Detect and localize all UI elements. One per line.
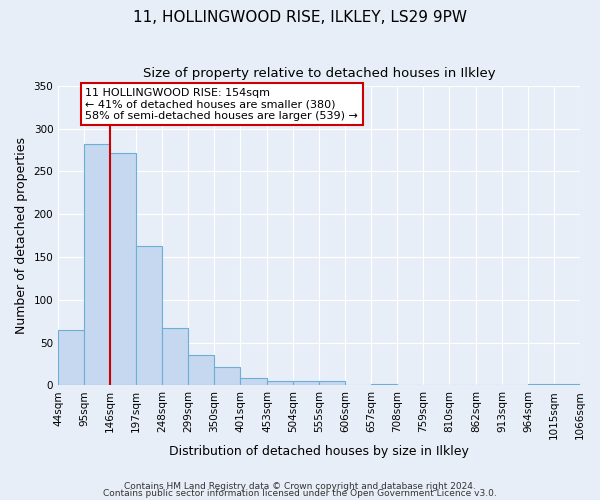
Text: Contains public sector information licensed under the Open Government Licence v3: Contains public sector information licen…: [103, 488, 497, 498]
Bar: [110, 152, 136, 386]
Bar: [163, 328, 188, 386]
Bar: [371, 384, 397, 386]
Bar: [214, 368, 241, 386]
Bar: [528, 384, 554, 386]
Bar: [58, 330, 84, 386]
Bar: [267, 381, 293, 386]
Y-axis label: Number of detached properties: Number of detached properties: [15, 137, 28, 334]
Bar: [319, 381, 345, 386]
Bar: [136, 246, 163, 386]
Bar: [188, 356, 214, 386]
Bar: [554, 384, 580, 386]
Text: 11, HOLLINGWOOD RISE, ILKLEY, LS29 9PW: 11, HOLLINGWOOD RISE, ILKLEY, LS29 9PW: [133, 10, 467, 25]
Bar: [84, 144, 110, 386]
Bar: [241, 378, 267, 386]
X-axis label: Distribution of detached houses by size in Ilkley: Distribution of detached houses by size …: [169, 444, 469, 458]
Bar: [293, 381, 319, 386]
Title: Size of property relative to detached houses in Ilkley: Size of property relative to detached ho…: [143, 68, 496, 80]
Text: 11 HOLLINGWOOD RISE: 154sqm
← 41% of detached houses are smaller (380)
58% of se: 11 HOLLINGWOOD RISE: 154sqm ← 41% of det…: [85, 88, 358, 120]
Text: Contains HM Land Registry data © Crown copyright and database right 2024.: Contains HM Land Registry data © Crown c…: [124, 482, 476, 491]
